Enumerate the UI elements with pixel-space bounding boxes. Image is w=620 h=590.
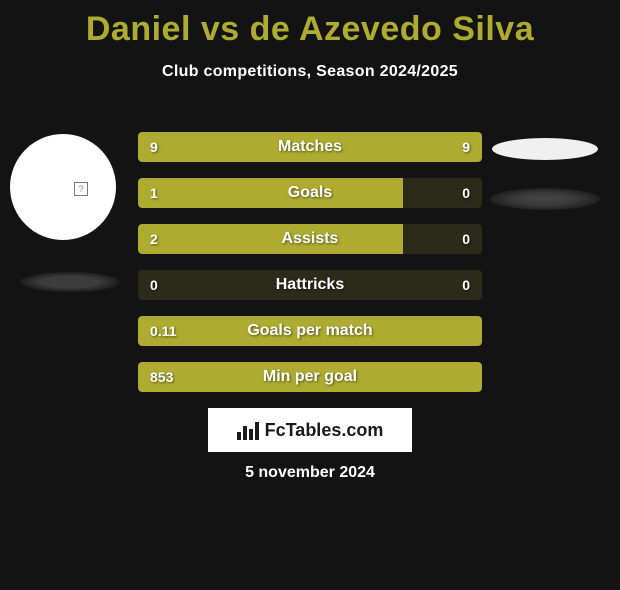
bar-value-right: 0 — [462, 224, 470, 254]
comparison-bars: Matches99Goals10Assists20Hattricks00Goal… — [138, 132, 482, 408]
chart-icon — [237, 420, 259, 440]
bar-value-left: 2 — [150, 224, 158, 254]
bar-row: Matches9 9 — [138, 132, 482, 162]
date-text: 5 november 2024 — [0, 464, 620, 482]
avatar-player-left: ? — [10, 134, 116, 240]
bar-value-left: 1 — [150, 178, 158, 208]
bar-row: Goals per match0.11 — [138, 316, 482, 346]
logo-text: FcTables.com — [265, 420, 384, 441]
avatar-player-right — [492, 138, 598, 160]
bar-label: Goals — [138, 178, 482, 208]
broken-image-icon: ? — [74, 182, 88, 196]
bar-value-left: 0 — [150, 270, 158, 300]
bar-row: Goals1 0 — [138, 178, 482, 208]
bar-label: Hattricks — [138, 270, 482, 300]
bar-label: Goals per match — [138, 316, 482, 346]
bar-value-left: 0.11 — [150, 316, 176, 346]
site-logo: FcTables.com — [208, 408, 412, 452]
subtitle: Club competitions, Season 2024/2025 — [0, 63, 620, 81]
bar-label: Assists — [138, 224, 482, 254]
bar-label: Min per goal — [138, 362, 482, 392]
bar-value-right: 0 — [462, 178, 470, 208]
bar-row: Assists2 0 — [138, 224, 482, 254]
bar-label: Matches — [138, 132, 482, 162]
bar-value-right: 9 — [462, 132, 470, 162]
bar-value-left: 853 — [150, 362, 173, 392]
bar-value-right: 0 — [462, 270, 470, 300]
avatar-shadow-left — [20, 272, 120, 292]
page-title: Daniel vs de Azevedo Silva — [0, 10, 620, 49]
bar-row: Hattricks0 0 — [138, 270, 482, 300]
bar-row: Min per goal853 — [138, 362, 482, 392]
avatar-shadow-right — [490, 188, 600, 210]
bar-value-left: 9 — [150, 132, 158, 162]
